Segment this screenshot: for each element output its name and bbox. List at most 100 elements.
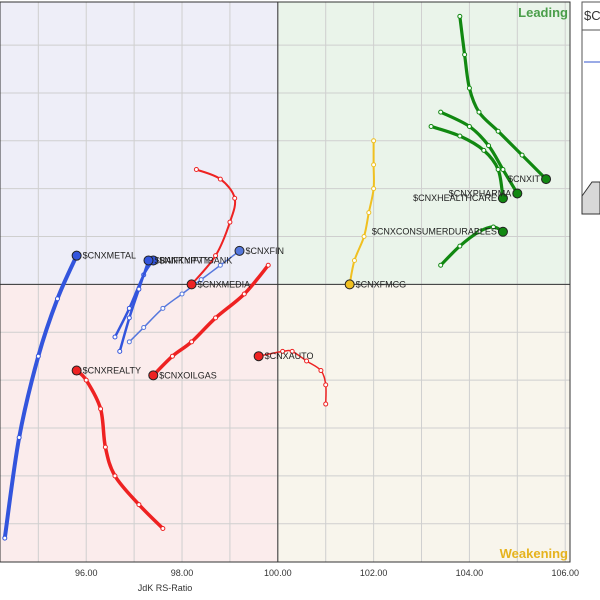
trail-point	[351, 257, 357, 263]
side-panel-area	[581, 181, 600, 215]
series-cnxfin	[126, 245, 245, 345]
trail-point	[98, 406, 104, 412]
trail-point	[462, 52, 468, 58]
trail-point	[102, 444, 108, 450]
series-label: $CNXPHARMA	[449, 188, 512, 198]
series-label: $CNXAUTO	[265, 351, 314, 361]
trail-point	[476, 229, 482, 235]
series-head-point	[253, 351, 264, 362]
x-tick-label: 100.00	[264, 568, 292, 578]
series-label: $NIFTYPVTBANK	[159, 255, 232, 265]
quadrant-weakening	[277, 284, 570, 562]
trail-point	[457, 133, 463, 139]
quadrant-lagging	[0, 284, 278, 562]
series-cnxfmcg	[344, 138, 377, 290]
series-head-point	[497, 226, 508, 237]
series-trail	[2, 253, 79, 541]
trail-point	[83, 377, 89, 383]
series-label: $CNXIT	[508, 174, 541, 184]
trail-point	[160, 525, 166, 531]
trail-point	[371, 186, 377, 192]
trail-point	[213, 315, 219, 321]
series-cnxconsumerdurables	[438, 224, 508, 268]
trail-point	[193, 167, 199, 173]
series-cnxit	[457, 13, 552, 185]
series-head-point	[143, 255, 154, 266]
trail-point	[457, 13, 463, 19]
x-tick-label: 106.00	[551, 568, 579, 578]
trail-point	[371, 162, 377, 168]
trail-point	[495, 128, 501, 134]
series-cnxauto	[253, 348, 329, 407]
series-head-point	[344, 279, 355, 290]
trail-point	[117, 348, 123, 354]
quadrant-improving	[0, 2, 278, 285]
trail-point	[366, 210, 372, 216]
series-label: $BANKNIFTY	[154, 255, 210, 265]
trail-point	[428, 123, 434, 129]
series-labels: $CNXIT $CNXHEALTHCARE$CNXPHARMA $CNXCONSUM…	[83, 174, 541, 380]
trail-point	[318, 368, 324, 374]
series-cnxoilgas	[148, 262, 271, 381]
series-cnxmetal	[2, 250, 82, 541]
x-tick-label: 102.00	[360, 568, 388, 578]
trail-point	[16, 435, 22, 441]
trail-point	[323, 382, 329, 388]
series-label: $CNXMEDIA	[198, 279, 251, 289]
trail-point	[54, 296, 60, 302]
series-head-point	[71, 250, 82, 261]
series-banknifty	[117, 255, 154, 354]
trail-point	[198, 277, 204, 283]
series-head-point	[71, 365, 82, 376]
trail-point	[304, 358, 310, 364]
series-head-point	[234, 245, 245, 256]
trail-point	[126, 315, 132, 321]
trail-point	[495, 167, 501, 173]
plot-frame	[0, 1, 571, 563]
series-cnxhealthcare	[428, 123, 508, 204]
x-axis-ticks: 96.00 98.00 100.00 102.00 104.00 106.00	[75, 568, 579, 578]
trail-point	[323, 401, 329, 407]
series-head-point	[497, 193, 508, 204]
trail-point	[500, 167, 506, 173]
trail-point	[217, 262, 223, 268]
series-trail	[118, 259, 150, 353]
series-cnxrealty	[71, 365, 166, 531]
trail-point	[2, 535, 8, 541]
quadrant-backgrounds	[0, 2, 570, 562]
series-label: $CNXFIN	[245, 246, 284, 256]
trail-point	[217, 176, 223, 182]
trail-point	[160, 305, 166, 311]
trail-point	[289, 348, 295, 354]
trail-point	[466, 85, 472, 91]
series-label: $CNXMETAL	[83, 251, 136, 261]
trail-point	[213, 253, 219, 259]
trail-point	[241, 291, 247, 297]
series-trails	[2, 13, 552, 541]
trail-point	[35, 353, 41, 359]
trail-point	[486, 143, 492, 149]
trail-point	[481, 147, 487, 153]
trail-point	[126, 339, 132, 345]
x-tick-label: 96.00	[75, 568, 98, 578]
x-axis-title: JdK RS-Ratio	[138, 583, 193, 593]
series-label: $CNXREALTY	[83, 366, 141, 376]
quadrant-label-leading: Leading	[518, 5, 568, 20]
series-label: $CNXOILGAS	[159, 370, 217, 380]
trail-point	[136, 286, 142, 292]
trail-point	[136, 502, 142, 508]
series-head-point	[541, 174, 552, 185]
trail-point	[438, 109, 444, 115]
trail-point	[490, 224, 496, 230]
trail-point	[232, 195, 238, 201]
trail-point	[169, 353, 175, 359]
trail-point	[476, 109, 482, 115]
series-label: $CNXHEALTHCARE	[413, 193, 497, 203]
trail-point	[227, 219, 233, 225]
series-head-point	[148, 370, 159, 381]
series-cnxpharma	[438, 109, 523, 199]
trail-point	[141, 324, 147, 330]
quadrant-label-weakening: Weakening	[500, 546, 568, 561]
side-panel-title: $C	[584, 8, 600, 23]
